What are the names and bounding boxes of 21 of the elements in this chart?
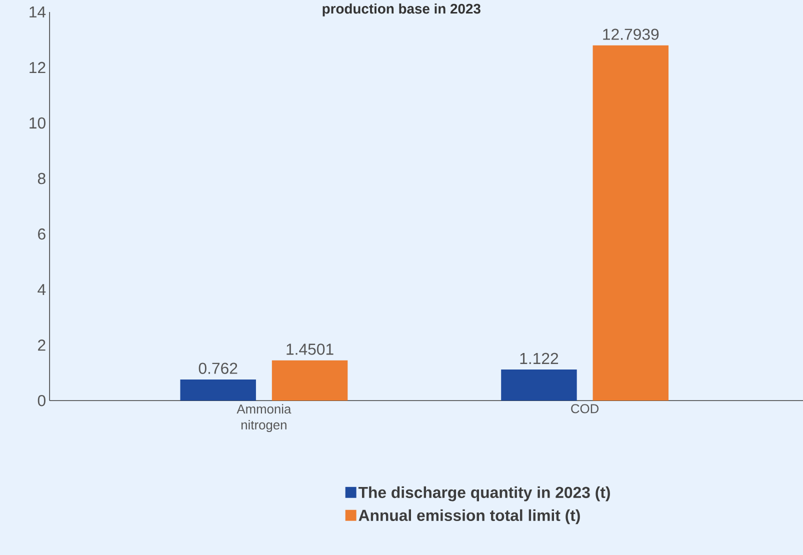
- bar: [501, 369, 577, 401]
- legend-label: Annual emission total limit (t): [358, 509, 580, 524]
- data-label: 1.4501: [286, 344, 334, 355]
- bar: [180, 379, 256, 401]
- data-label: 1.122: [520, 352, 558, 364]
- y-tick-label: 14: [30, 6, 46, 18]
- y-tick-label: 8: [38, 172, 46, 184]
- chart-title: production base in 2023: [322, 3, 480, 16]
- legend-label: The discharge quantity in 2023 (t): [358, 486, 610, 502]
- bar: [592, 45, 669, 401]
- bar: [272, 360, 348, 401]
- data-label: 0.762: [198, 362, 238, 374]
- x-tick-label: Ammonia nitrogen: [236, 404, 292, 432]
- y-tick-label: 6: [38, 228, 46, 240]
- y-tick-label: 10: [30, 117, 46, 129]
- y-tick-label: 12: [30, 62, 46, 73]
- y-tick-label: 0: [38, 394, 46, 406]
- y-tick-label: 4: [38, 284, 46, 295]
- y-tick-label: 2: [38, 340, 46, 351]
- data-label: 12.7939: [603, 28, 659, 40]
- x-tick-label: COD: [571, 404, 599, 414]
